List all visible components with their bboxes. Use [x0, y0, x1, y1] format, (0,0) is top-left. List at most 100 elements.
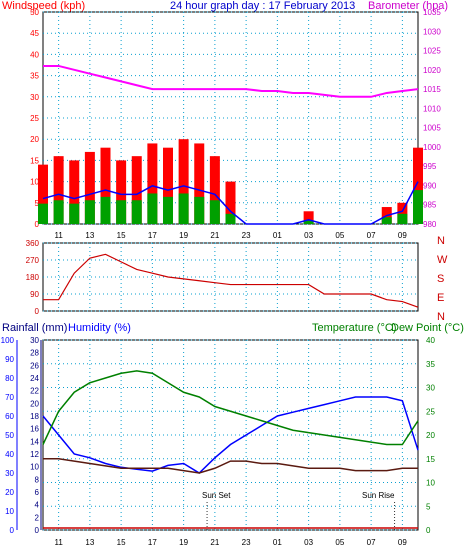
rainfall-tick-label: 10	[30, 463, 39, 472]
direction-letter: S	[437, 273, 444, 285]
temp-x-tick-label: 01	[273, 538, 282, 547]
humidity-tick-label: 30	[5, 469, 14, 478]
windspeed-avg-line	[42, 181, 419, 225]
temp-x-tick-label: 07	[367, 538, 376, 547]
windspeed-label: Windspeed (kph)	[2, 0, 85, 12]
humidity-tick-label: 100	[1, 336, 15, 345]
temperature-tick-label: 15	[426, 455, 435, 464]
barometer-tick-label: 1005	[423, 124, 441, 133]
windspeed-tick-label: 35	[30, 72, 39, 81]
humidity-tick-label: 50	[5, 431, 14, 440]
temperature-tick-label: 5	[426, 502, 431, 511]
direction-letter: W	[437, 254, 448, 266]
windspeed-gust-bar	[84, 151, 95, 224]
barometer-line	[43, 64, 419, 98]
windspeed-gust-bar	[225, 181, 236, 224]
barometer-tick-label: 1000	[423, 143, 441, 152]
barometer-tick-label: 1020	[423, 66, 441, 75]
barometer-tick-label: 990	[423, 181, 437, 190]
temp-x-tick-label: 05	[335, 538, 344, 547]
windspeed-gust-bar	[38, 164, 48, 224]
windspeed-low-bar	[303, 220, 314, 224]
direction-tick-label: 90	[30, 290, 39, 299]
windspeed-low-bar	[194, 196, 205, 224]
humidity-tick-label: 60	[5, 412, 14, 421]
windspeed-low-bar	[163, 196, 173, 224]
sunset-label: Sun Set	[202, 491, 231, 500]
wind-x-tick-label: 09	[398, 231, 407, 240]
direction-tick-label: 360	[26, 239, 40, 248]
humidity-label: Humidity (%)	[68, 322, 131, 334]
rainfall-tick-label: 14	[30, 437, 39, 446]
windspeed-low-bar	[225, 213, 236, 224]
barometer-tick-label: 1030	[423, 27, 441, 36]
temp-x-tick-label: 11	[54, 538, 63, 547]
windspeed-tick-label: 0	[35, 220, 40, 229]
wind-x-tick-label: 05	[335, 231, 344, 240]
barometer-tick-label: 980	[423, 220, 437, 229]
rainfall-tick-label: 6	[35, 488, 40, 497]
windspeed-low-bar	[178, 193, 189, 224]
barometer-tick-label: 985	[423, 201, 437, 210]
wind-x-tick-label: 15	[117, 231, 126, 240]
rainfall-tick-label: 22	[30, 387, 39, 396]
dewpoint-line	[43, 458, 418, 474]
windspeed-tick-label: 30	[30, 93, 39, 102]
direction-line	[43, 253, 419, 308]
wind-x-tick-label: 07	[367, 231, 376, 240]
direction-letter: N	[437, 311, 445, 323]
rainfall-tick-label: 28	[30, 349, 39, 358]
temperature-tick-label: 40	[426, 336, 435, 345]
windspeed-gust-bar	[100, 147, 111, 224]
temperature-tick-label: 25	[426, 407, 435, 416]
windspeed-gust-bar	[69, 160, 80, 224]
rainfall-tick-label: 16	[30, 425, 39, 434]
wind-x-tick-label: 23	[242, 231, 251, 240]
humidity-tick-label: 40	[5, 450, 14, 459]
barometer-tick-label: 1015	[423, 85, 441, 94]
rainfall-tick-label: 26	[30, 361, 39, 370]
windspeed-low-bar	[397, 213, 408, 224]
humidity-tick-label: 0	[10, 526, 15, 535]
humidity-tick-label: 90	[5, 355, 14, 364]
humidity-line	[42, 396, 419, 474]
windspeed-gust-bar	[194, 143, 205, 224]
rainfall-tick-label: 4	[35, 501, 40, 510]
windspeed-gust-bar	[163, 147, 173, 224]
windspeed-tick-label: 45	[30, 29, 39, 38]
direction-letter: E	[437, 292, 444, 304]
windspeed-tick-label: 20	[30, 135, 39, 144]
chart-title: 24 hour graph day : 17 February 2013	[170, 0, 355, 12]
barometer-tick-label: 1035	[423, 8, 441, 17]
temp-x-tick-label: 13	[85, 538, 94, 547]
rainfall-tick-label: 0	[35, 526, 40, 535]
temperature-label: Temperature (°C)	[312, 322, 396, 334]
windspeed-tick-label: 15	[30, 156, 39, 165]
windspeed-gust-bar	[131, 156, 142, 224]
windspeed-gust-bar	[147, 143, 158, 224]
temperature-line	[42, 370, 419, 446]
rainfall-tick-label: 24	[30, 374, 39, 383]
humidity-tick-label: 70	[5, 393, 14, 402]
windspeed-low-bar	[53, 200, 64, 224]
windspeed-low-bar	[381, 217, 392, 224]
rainfall-tick-label: 30	[30, 336, 39, 345]
windspeed-tick-label: 40	[30, 50, 39, 59]
direction-tick-label: 180	[26, 273, 40, 282]
windspeed-tick-label: 25	[30, 114, 39, 123]
barometer-tick-label: 1025	[423, 47, 441, 56]
windspeed-low-bar	[413, 190, 423, 224]
windspeed-low-bar	[209, 200, 220, 224]
temp-x-tick-label: 09	[398, 538, 407, 547]
windspeed-low-bar	[131, 200, 142, 224]
windspeed-gust-bar	[178, 139, 189, 224]
windspeed-low-bar	[69, 203, 80, 224]
humidity-tick-label: 80	[5, 374, 14, 383]
temperature-tick-label: 20	[426, 431, 435, 440]
temperature-tick-label: 10	[426, 479, 435, 488]
rainfall-tick-label: 18	[30, 412, 39, 421]
temperature-tick-label: 30	[426, 384, 435, 393]
barometer-tick-label: 1010	[423, 104, 441, 113]
wind-x-tick-label: 11	[54, 231, 63, 240]
temp-x-tick-label: 19	[179, 538, 188, 547]
